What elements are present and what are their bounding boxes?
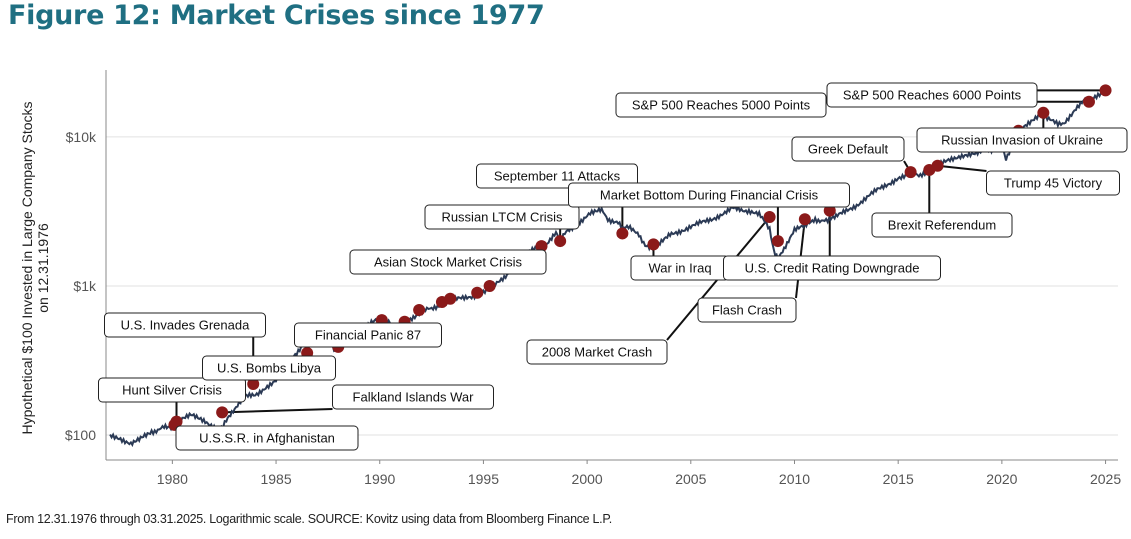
annotation-label: Trump 45 Victory — [1004, 176, 1103, 191]
annotation-box — [98, 377, 246, 403]
event-marker — [771, 235, 784, 248]
annotation-box — [332, 384, 494, 410]
annotation-box — [349, 249, 547, 275]
annotation-box — [526, 339, 668, 365]
annotation-box — [615, 92, 827, 118]
x-tick-label: 2010 — [779, 471, 810, 487]
x-tick-label: 2025 — [1090, 471, 1121, 487]
event-marker — [763, 211, 776, 224]
y-tick-label: $1k — [73, 278, 97, 294]
y-tick-labels: $100 $1k $10k — [65, 129, 97, 443]
annotation-box — [791, 136, 905, 162]
annotation-label: Falkland Islands War — [353, 390, 475, 405]
event-marker — [823, 204, 836, 217]
annotation-box — [476, 163, 638, 189]
event-marker — [170, 415, 183, 428]
x-tick-label: 1980 — [157, 471, 188, 487]
event-marker — [904, 166, 917, 179]
annotation-box — [104, 312, 266, 338]
x-tick-labels: 1980 1985 1990 1995 2000 2005 2010 2015 2020 2025 — [157, 471, 1122, 487]
annotation-box — [871, 212, 1013, 238]
annotation-label: S&P 500 Reaches 5000 Points — [632, 98, 811, 113]
event-marker — [483, 279, 496, 292]
annotation-label: U.S. Invades Grenada — [121, 318, 250, 333]
annotation-box — [175, 425, 359, 451]
annotation-label: Market Bottom During Financial Crisis — [600, 188, 819, 203]
chart-title: Figure 12: Market Crises since 1977 — [8, 0, 545, 31]
annotation-label: Hunt Silver Crisis — [122, 383, 222, 398]
annotation-label: U.S. Credit Rating Downgrade — [745, 261, 920, 276]
annotation-label: S&P 500 Reaches 6000 Points — [843, 88, 1022, 103]
event-marker — [247, 377, 260, 390]
annotation-label: Russian Invasion of Ukraine — [941, 133, 1103, 148]
x-tick-label: 2005 — [675, 471, 706, 487]
x-tick-label: 2015 — [883, 471, 914, 487]
annotation-leader — [937, 164, 987, 172]
event-marker — [444, 292, 457, 305]
event-marker — [1099, 84, 1112, 97]
annotation-box — [568, 182, 850, 208]
y-axis-label-line2: on 12.31.1976 — [35, 223, 51, 313]
event-marker — [647, 238, 660, 251]
annotation-box — [826, 82, 1038, 108]
annotation-label: Russian LTCM Crisis — [441, 210, 563, 225]
y-tick-label: $100 — [65, 427, 96, 443]
annotation-box — [986, 170, 1120, 196]
annotation-label: Brexit Referendum — [888, 218, 996, 233]
annotation-box — [697, 297, 797, 323]
footer-note: From 12.31.1976 through 03.31.2025. Loga… — [6, 512, 612, 526]
annotation-box — [294, 322, 442, 348]
annotation-label: Greek Default — [808, 142, 889, 157]
event-marker — [798, 213, 811, 226]
annotation-label: Asian Stock Market Crisis — [374, 255, 523, 270]
annotation-box — [202, 355, 336, 381]
x-tick-label: 1995 — [468, 471, 499, 487]
annotation-label: Flash Crash — [712, 303, 782, 318]
y-tick-label: $10k — [66, 129, 97, 145]
event-marker — [616, 227, 629, 240]
y-axis-label-line1: Hypothetical $100 Invested in Large Comp… — [19, 101, 35, 434]
event-marker — [931, 159, 944, 172]
annotation-boxes: U.S. Invades Grenada Hunt Silver Crisis U.… — [98, 82, 1128, 451]
event-marker — [1037, 106, 1050, 119]
event-marker — [471, 286, 484, 299]
event-marker — [413, 303, 426, 316]
annotation-label: U.S.S.R. in Afghanistan — [199, 431, 335, 446]
annotation-label: September 11 Attacks — [494, 169, 621, 184]
x-tick-label: 2020 — [986, 471, 1017, 487]
x-tick-label: 1990 — [364, 471, 395, 487]
annotation-box — [723, 255, 941, 281]
chart-svg: $100 $1k $10k 1980 1985 1990 1995 2000 2005 2010… — [19, 70, 1128, 487]
annotation-box — [916, 127, 1128, 153]
annotation-label: 2008 Market Crash — [542, 345, 653, 360]
annotation-label: War in Iraq — [648, 261, 711, 276]
annotation-leader — [222, 408, 333, 414]
x-tick-label: 2000 — [572, 471, 603, 487]
annotation-box — [424, 204, 580, 230]
x-tick-label: 1985 — [260, 471, 291, 487]
annotation-label: U.S. Bombs Libya — [217, 361, 322, 376]
event-marker — [554, 235, 567, 248]
event-marker — [535, 240, 548, 253]
annotation-label: Financial Panic 87 — [315, 328, 421, 343]
event-marker — [1082, 95, 1095, 108]
event-marker — [216, 406, 229, 419]
